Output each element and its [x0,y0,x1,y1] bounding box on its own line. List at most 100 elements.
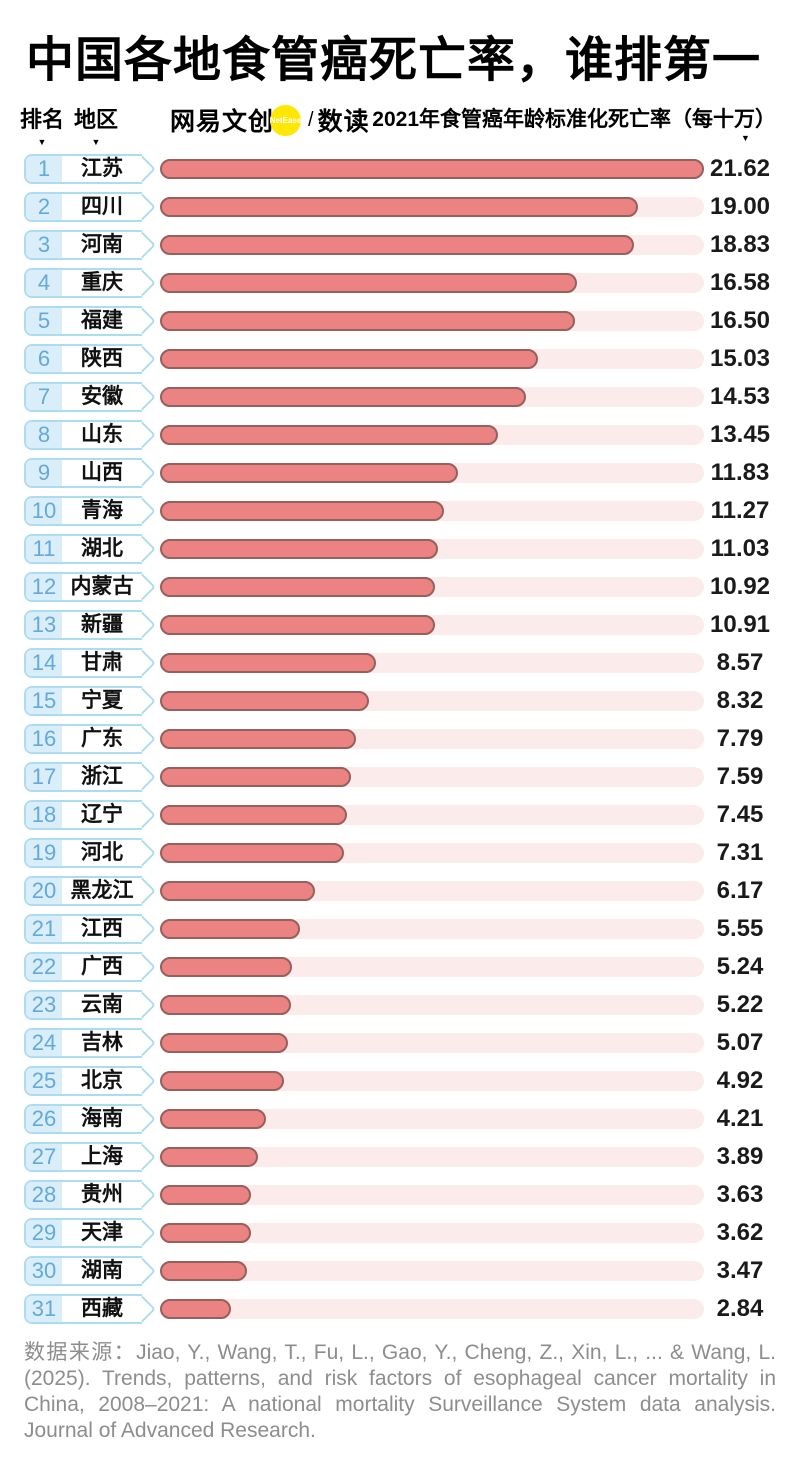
region-name: 四川 [81,195,123,218]
data-source-note: 数据来源：Jiao, Y., Wang, T., Fu, L., Gao, Y.… [24,1341,776,1442]
rank-number: 6 [26,346,62,372]
table-row: 16 广东 7.79 [24,720,776,758]
region-badge: 5 福建 [24,306,156,336]
rank-number: 8 [26,422,62,448]
bar-track [160,273,704,293]
region-name: 吉林 [81,1031,123,1054]
table-row: 15 宁夏 8.32 [24,682,776,720]
region-name: 宁夏 [81,689,123,712]
bar-track [160,995,704,1015]
region-badge: 12 内蒙古 [24,572,156,602]
bar-track [160,539,704,559]
bar-value: 7.79 [716,725,764,752]
column-headers: 排名 ▼ 地区 ▼ 网易文创 NetEase / 数读 2021年食管癌年龄标准… [0,102,800,148]
rank-number: 20 [26,878,62,904]
bar-track [160,1261,704,1281]
table-row: 7 安徽 14.53 [24,378,776,416]
bar-value: 11.03 [710,535,770,562]
region-name: 福建 [81,309,123,332]
bar-value: 3.63 [716,1181,764,1208]
region-badge: 18 辽宁 [24,800,156,830]
region-name: 内蒙古 [70,575,134,598]
region-badge: 20 黑龙江 [24,876,156,906]
region-badge: 14 甘肃 [24,648,156,678]
bar [160,387,526,407]
bar [160,1299,232,1319]
bar [160,425,499,445]
table-row: 17 浙江 7.59 [24,758,776,796]
region-badge: 15 宁夏 [24,686,156,716]
bar [160,1185,252,1205]
bar [160,197,639,217]
region-name: 新疆 [81,613,123,636]
region-badge: 30 湖南 [24,1256,156,1286]
bar-track [160,1147,704,1167]
bar [160,1223,252,1243]
bar-track [160,691,704,711]
table-row: 30 湖南 3.47 [24,1252,776,1290]
bar-chart-rows: 1 江苏 21.62 2 四川 19.00 3 河南 18.83 4 重庆 16.58 5 福建 16.50… [24,150,776,1328]
bar-value: 11.27 [710,497,770,524]
bar-value: 7.59 [716,763,764,790]
rank-number: 18 [26,802,62,828]
region-badge: 25 北京 [24,1066,156,1096]
rank-number: 15 [26,688,62,714]
table-row: 26 海南 4.21 [24,1100,776,1138]
bar [160,805,348,825]
bar-track [160,159,704,179]
rank-number: 31 [26,1296,62,1322]
region-badge: 28 贵州 [24,1180,156,1210]
region-name: 山西 [81,461,123,484]
rank-number: 24 [26,1030,62,1056]
bar-value: 5.24 [716,953,764,980]
bar-value: 14.53 [709,383,771,410]
sort-down-icon: ▼ [91,137,101,147]
region-badge: 3 河南 [24,230,156,260]
bar [160,919,300,939]
region-name: 重庆 [81,271,123,294]
bar [160,349,539,369]
rank-number: 26 [26,1106,62,1132]
bar-track [160,615,704,635]
region-name: 辽宁 [81,803,123,826]
bar-value: 5.22 [716,991,764,1018]
table-row: 21 江西 5.55 [24,910,776,948]
bar [160,957,292,977]
bar [160,653,376,673]
region-badge: 27 上海 [24,1142,156,1172]
region-name: 陕西 [81,347,123,370]
region-name: 西藏 [81,1297,123,1320]
bar-track [160,501,704,521]
logo-shudu-text: 数读 [317,108,370,136]
region-name: 江西 [81,917,123,940]
sort-down-icon: ▼ [741,133,750,143]
region-badge: 16 广东 [24,724,156,754]
bar [160,501,444,521]
bar-value: 3.47 [716,1257,764,1284]
region-badge: 13 新疆 [24,610,156,640]
region-badge: 17 浙江 [24,762,156,792]
rank-number: 17 [26,764,62,790]
bar-track [160,577,704,597]
bar-track [160,311,704,331]
table-row: 22 广西 5.24 [24,948,776,986]
bar-value: 19.00 [709,193,771,220]
region-badge: 19 河北 [24,838,156,868]
bar-track [160,1299,704,1319]
rank-number: 3 [26,232,62,258]
region-name: 青海 [81,499,123,522]
bar-value: 5.07 [716,1029,764,1056]
region-name: 上海 [81,1145,123,1168]
table-row: 20 黑龙江 6.17 [24,872,776,910]
bar [160,691,370,711]
region-name: 黑龙江 [70,879,134,902]
bar-value: 16.58 [709,269,771,296]
bar [160,615,435,635]
rank-number: 16 [26,726,62,752]
logo-wangyi-wenchuang-text: 网易文创 [170,108,275,136]
region-name: 安徽 [81,385,123,408]
region-name: 贵州 [81,1183,123,1206]
rank-number: 25 [26,1068,62,1094]
region-badge: 21 江西 [24,914,156,944]
table-row: 2 四川 19.00 [24,188,776,226]
